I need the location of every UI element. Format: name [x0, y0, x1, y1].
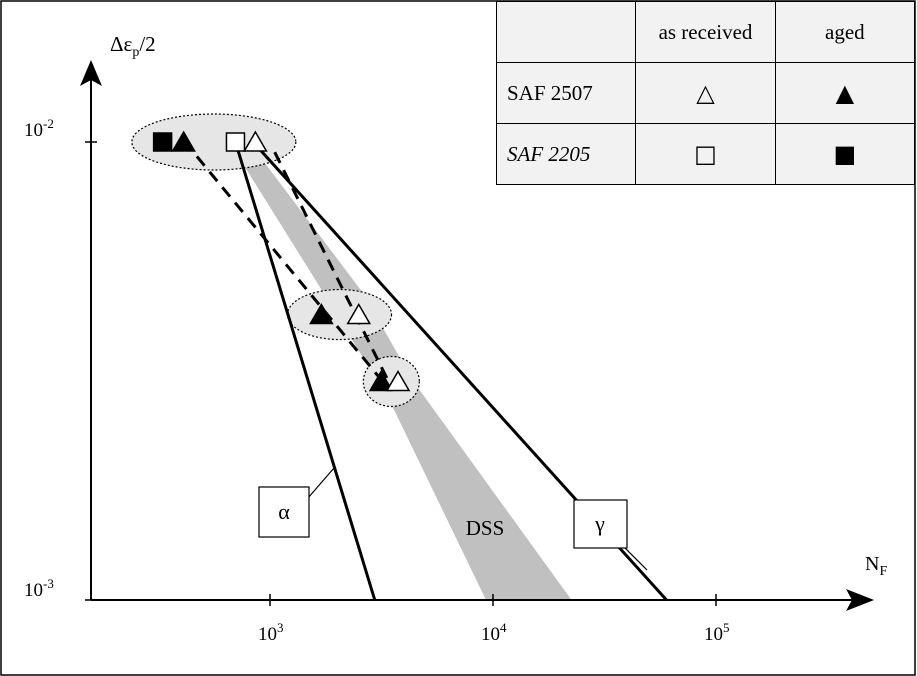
points-layer: [152, 130, 411, 392]
legend-saf2507-aged-marker: ▲: [774, 62, 916, 124]
y-axis-label: Δεp/2: [110, 32, 156, 60]
legend-saf2205-as-received-marker: □: [635, 123, 776, 185]
alpha-leader-line: [307, 467, 335, 499]
axes-layer: [80, 60, 874, 611]
group-ellipse-2: [362, 355, 420, 408]
legend-table: as received aged SAF 2507 △ ▲ SAF 2205 □…: [495, 1, 916, 185]
group-ellipse-1: [286, 288, 393, 341]
x-tick-label-2: 105: [704, 620, 730, 645]
y-tick-label-1: 10-3: [24, 576, 54, 601]
data-point-7: [385, 369, 411, 392]
data-point-0: [152, 132, 173, 152]
annotations-layer: α γ DSS: [258, 467, 648, 571]
data-point-4: [309, 303, 334, 325]
group-ellipses-layer: [131, 113, 420, 408]
data-point-6: [368, 369, 394, 392]
legend-header-as-received: as received: [635, 1, 776, 63]
legend-saf2205-aged-marker: ■: [774, 123, 916, 185]
data-point-1: [171, 130, 196, 152]
data-point-2: [225, 132, 246, 152]
data-point-3: [243, 130, 268, 152]
legend-header-row: as received aged: [495, 1, 916, 63]
trend-dashed-line-0: [195, 155, 384, 383]
trend-dashed-line-1: [273, 151, 390, 383]
data-point-5: [346, 303, 372, 325]
legend-row-saf2205-name: SAF 2205: [495, 123, 637, 185]
legend-header-empty: [495, 1, 637, 63]
ticks-layer: 103 104 105 10-2 10-3: [24, 116, 730, 645]
life-line-alpha: [234, 141, 377, 601]
legend-row-saf2507: SAF 2507 △ ▲: [495, 62, 916, 124]
gamma-label-box: [573, 499, 628, 549]
legend-header-aged: aged: [774, 1, 916, 63]
x-axis-arrow-icon: [846, 589, 874, 611]
y-axis-arrow-icon: [80, 60, 102, 86]
alpha-label-box: [258, 486, 310, 538]
dss-label: DSS: [466, 516, 505, 540]
x-tick-label-0: 103: [258, 620, 284, 645]
legend-saf2507-as-received-marker: △: [635, 62, 776, 124]
x-axis-label: NF: [865, 553, 887, 579]
legend-row-saf2507-name: SAF 2507: [495, 62, 637, 124]
x-tick-label-1: 104: [481, 620, 507, 645]
group-ellipse-0: [131, 113, 297, 171]
legend-row-saf2205: SAF 2205 □ ■: [495, 123, 916, 185]
y-tick-label-0: 10-2: [24, 116, 54, 141]
gamma-label: γ: [594, 511, 605, 536]
alpha-label: α: [278, 499, 290, 524]
